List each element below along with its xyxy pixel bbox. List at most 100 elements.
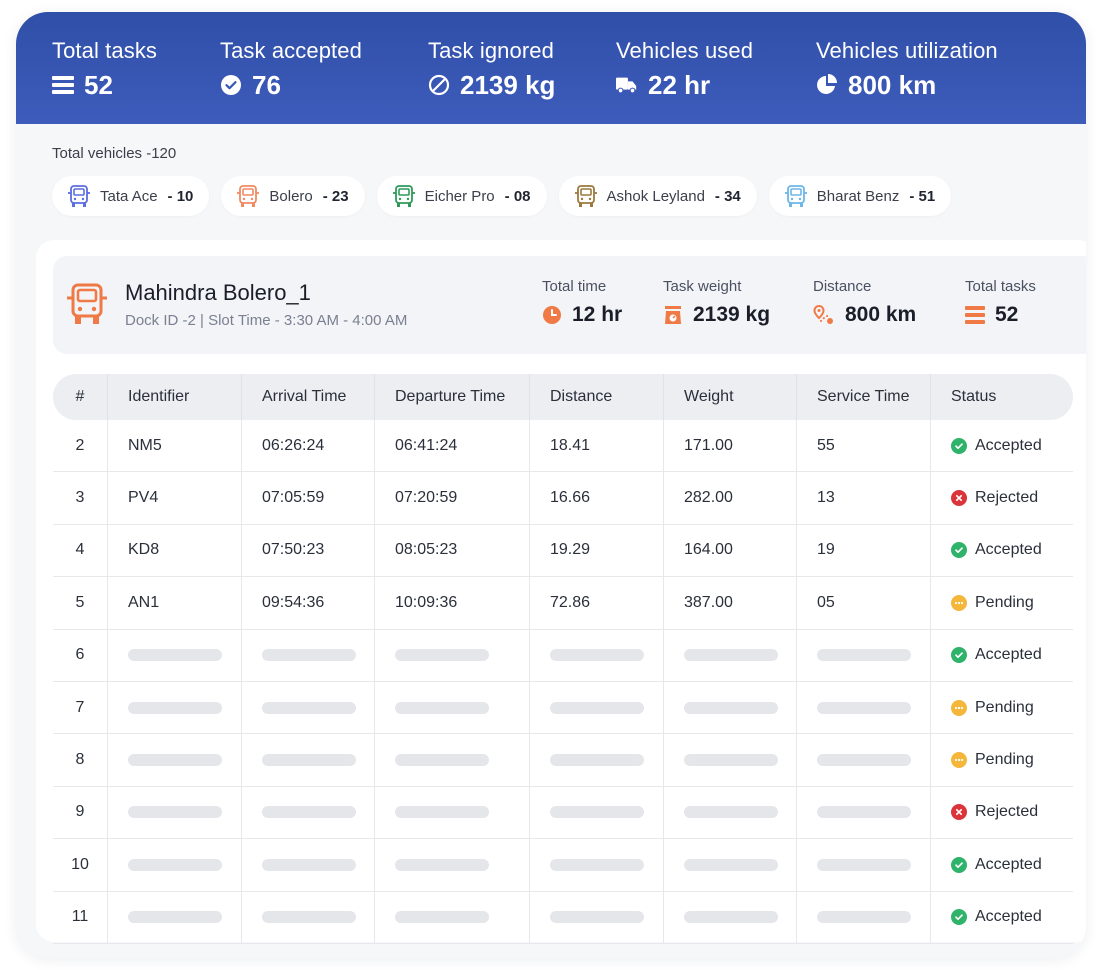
cell-arrival-time bbox=[241, 839, 374, 892]
table-row[interactable]: 3 PV4 07:05:59 07:20:59 16.66 282.00 13 Rejecte… bbox=[53, 472, 1073, 525]
vehicle-slot-info: Dock ID -2 | Slot Time - 3:30 AM - 4:00 … bbox=[125, 312, 408, 329]
cell-number: 8 bbox=[53, 734, 107, 787]
header-number[interactable]: # bbox=[53, 374, 107, 420]
cell-distance bbox=[529, 891, 663, 944]
loading-placeholder bbox=[262, 858, 356, 871]
chip-count: - 10 bbox=[167, 187, 194, 205]
loading-placeholder bbox=[817, 806, 911, 819]
table-row[interactable]: 10 Accepted bbox=[53, 839, 1073, 892]
cell-identifier bbox=[107, 891, 241, 944]
loading-placeholder bbox=[128, 649, 222, 662]
loading-placeholder bbox=[684, 806, 778, 819]
header-service-time[interactable]: Service Time bbox=[796, 374, 930, 420]
chip-count: - 08 bbox=[504, 187, 531, 205]
table-row[interactable]: 9 Rejected bbox=[53, 786, 1073, 840]
chip-bolero[interactable]: Bolero - 23 bbox=[221, 176, 365, 216]
loading-placeholder bbox=[550, 701, 644, 714]
cell-service-time bbox=[796, 734, 930, 787]
loading-placeholder bbox=[550, 649, 644, 662]
cell-number: 5 bbox=[53, 577, 107, 630]
chip-count: - 34 bbox=[714, 187, 741, 205]
status-label: Pending bbox=[975, 751, 1034, 769]
loading-placeholder bbox=[817, 649, 911, 662]
loading-placeholder bbox=[550, 858, 644, 871]
loading-placeholder bbox=[817, 701, 911, 714]
chip-bharat-benz[interactable]: Bharat Benz - 51 bbox=[768, 176, 952, 216]
status-label: Rejected bbox=[975, 803, 1039, 821]
cell-number: 3 bbox=[53, 472, 107, 525]
ban-icon bbox=[428, 74, 450, 96]
loading-placeholder bbox=[550, 754, 644, 767]
dots-circle-icon bbox=[951, 752, 967, 769]
metric-total-time: Total time 12 hr bbox=[542, 278, 622, 327]
check-circle-icon bbox=[951, 647, 967, 664]
cell-distance: 18.41 bbox=[529, 420, 663, 473]
cell-arrival-time: 07:50:23 bbox=[241, 524, 374, 578]
table-row[interactable]: 2 NM5 06:26:24 06:41:24 18.41 171.00 55 Accepte… bbox=[53, 420, 1073, 473]
metric-label: Distance bbox=[813, 278, 872, 295]
vehicle-type-chips: Tata Ace - 10 Bolero - 23 Eicher Pro - 0… bbox=[52, 176, 952, 216]
stat-title: Vehicles utilization bbox=[816, 38, 998, 63]
cell-status: Rejected bbox=[930, 786, 1073, 840]
dots-circle-icon bbox=[951, 699, 967, 716]
cell-arrival-time bbox=[241, 734, 374, 787]
cell-weight: 387.00 bbox=[663, 577, 796, 630]
status-label: Pending bbox=[975, 593, 1034, 611]
table-row[interactable]: 4 KD8 07:50:23 08:05:23 19.29 164.00 19 Accepte… bbox=[53, 524, 1073, 578]
stat-task-accepted: Task accepted 76 bbox=[220, 38, 362, 100]
stat-vehicles-used: Vehicles used 22 hr bbox=[616, 38, 753, 100]
table-header: # Identifier Arrival Time Departure Time… bbox=[53, 374, 1073, 420]
cell-number: 6 bbox=[53, 630, 107, 682]
tasks-table: # Identifier Arrival Time Departure Time… bbox=[53, 374, 1073, 944]
cell-number: 10 bbox=[53, 839, 107, 892]
cell-departure-time bbox=[374, 734, 529, 787]
table-row[interactable]: 5 AN1 09:54:36 10:09:36 72.86 387.00 05 Pending bbox=[53, 577, 1073, 630]
header-arrival-time[interactable]: Arrival Time bbox=[241, 374, 374, 420]
loading-placeholder bbox=[262, 701, 356, 714]
header-weight[interactable]: Weight bbox=[663, 374, 796, 420]
cell-identifier: PV4 bbox=[107, 472, 241, 525]
cell-identifier: AN1 bbox=[107, 577, 241, 630]
table-row[interactable]: 7 Pending bbox=[53, 681, 1073, 735]
cell-weight bbox=[663, 681, 796, 735]
check-badge-icon bbox=[220, 74, 242, 96]
loading-placeholder bbox=[128, 911, 222, 924]
header-departure-time[interactable]: Departure Time bbox=[374, 374, 529, 420]
cell-departure-time: 06:41:24 bbox=[374, 420, 529, 473]
cell-arrival-time bbox=[241, 681, 374, 735]
cell-identifier bbox=[107, 786, 241, 840]
table-row[interactable]: 11 Accepted bbox=[53, 891, 1073, 944]
cell-distance: 16.66 bbox=[529, 472, 663, 525]
cell-status: Pending bbox=[930, 734, 1073, 787]
vehicle-icon bbox=[68, 185, 90, 207]
cell-departure-time: 07:20:59 bbox=[374, 472, 529, 525]
loading-placeholder bbox=[550, 911, 644, 924]
metric-value: 800 km bbox=[845, 303, 917, 326]
chip-tata-ace[interactable]: Tata Ace - 10 bbox=[52, 176, 210, 216]
status-label: Accepted bbox=[975, 541, 1042, 559]
status-label: Accepted bbox=[975, 908, 1042, 926]
table-row[interactable]: 8 Pending bbox=[53, 734, 1073, 787]
vehicle-icon bbox=[392, 185, 415, 207]
cell-distance bbox=[529, 786, 663, 840]
metric-label: Total time bbox=[542, 278, 607, 295]
cell-weight bbox=[663, 839, 796, 892]
cell-distance bbox=[529, 839, 663, 892]
cell-status: Pending bbox=[930, 681, 1073, 735]
vehicle-summary: Mahindra Bolero_1 Dock ID -2 | Slot Time… bbox=[53, 256, 1086, 354]
table-row[interactable]: 6 Accepted bbox=[53, 629, 1073, 682]
header-status[interactable]: Status bbox=[930, 374, 1073, 420]
header-identifier[interactable]: Identifier bbox=[107, 374, 241, 420]
loading-placeholder bbox=[684, 701, 778, 714]
cell-number: 4 bbox=[53, 525, 107, 578]
table-body: 2 NM5 06:26:24 06:41:24 18.41 171.00 55 Accepte… bbox=[53, 420, 1073, 944]
header-distance[interactable]: Distance bbox=[529, 374, 663, 420]
total-vehicles-label: Total vehicles -120 bbox=[52, 145, 177, 162]
chip-eicher-pro[interactable]: Eicher Pro - 08 bbox=[376, 176, 547, 216]
chip-ashok-leyland[interactable]: Ashok Leyland - 34 bbox=[558, 176, 757, 216]
cell-identifier: KD8 bbox=[107, 524, 241, 578]
vehicle-icon bbox=[574, 185, 597, 207]
stat-value: 52 bbox=[84, 70, 113, 100]
pie-icon bbox=[816, 74, 838, 96]
loading-placeholder bbox=[128, 806, 222, 819]
